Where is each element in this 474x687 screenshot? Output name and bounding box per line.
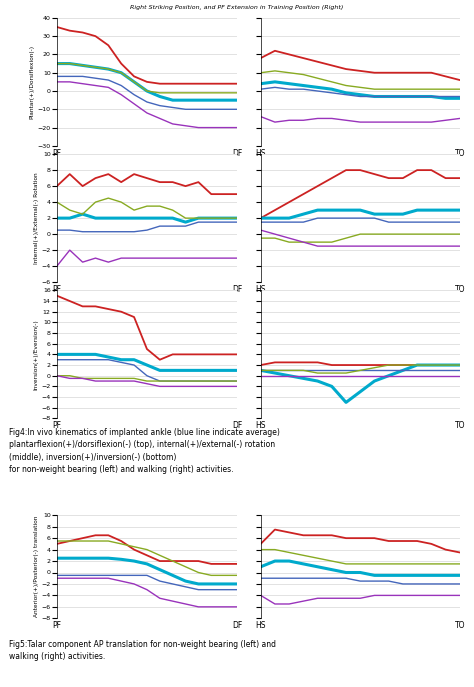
- Y-axis label: Plantar(+)/Dorsiflexion(-): Plantar(+)/Dorsiflexion(-): [30, 45, 35, 119]
- Y-axis label: Anterior(+)/Posterior(-) translation: Anterior(+)/Posterior(-) translation: [34, 516, 38, 618]
- Text: Fig4:In vivo kinematics of implanted ankle (blue line indicate average)
plantarf: Fig4:In vivo kinematics of implanted ank…: [9, 427, 280, 474]
- Y-axis label: Internal(+)/External(-) Rotation: Internal(+)/External(-) Rotation: [34, 172, 38, 264]
- Text: Fig5:Talar component AP translation for non-weight bearing (left) and
walking (r: Fig5:Talar component AP translation for …: [9, 640, 276, 661]
- Text: Right Striking Position, and PF Extension in Training Position (Right): Right Striking Position, and PF Extensio…: [130, 5, 344, 10]
- Y-axis label: Inversion(+)/Eversion(-): Inversion(+)/Eversion(-): [34, 319, 38, 390]
